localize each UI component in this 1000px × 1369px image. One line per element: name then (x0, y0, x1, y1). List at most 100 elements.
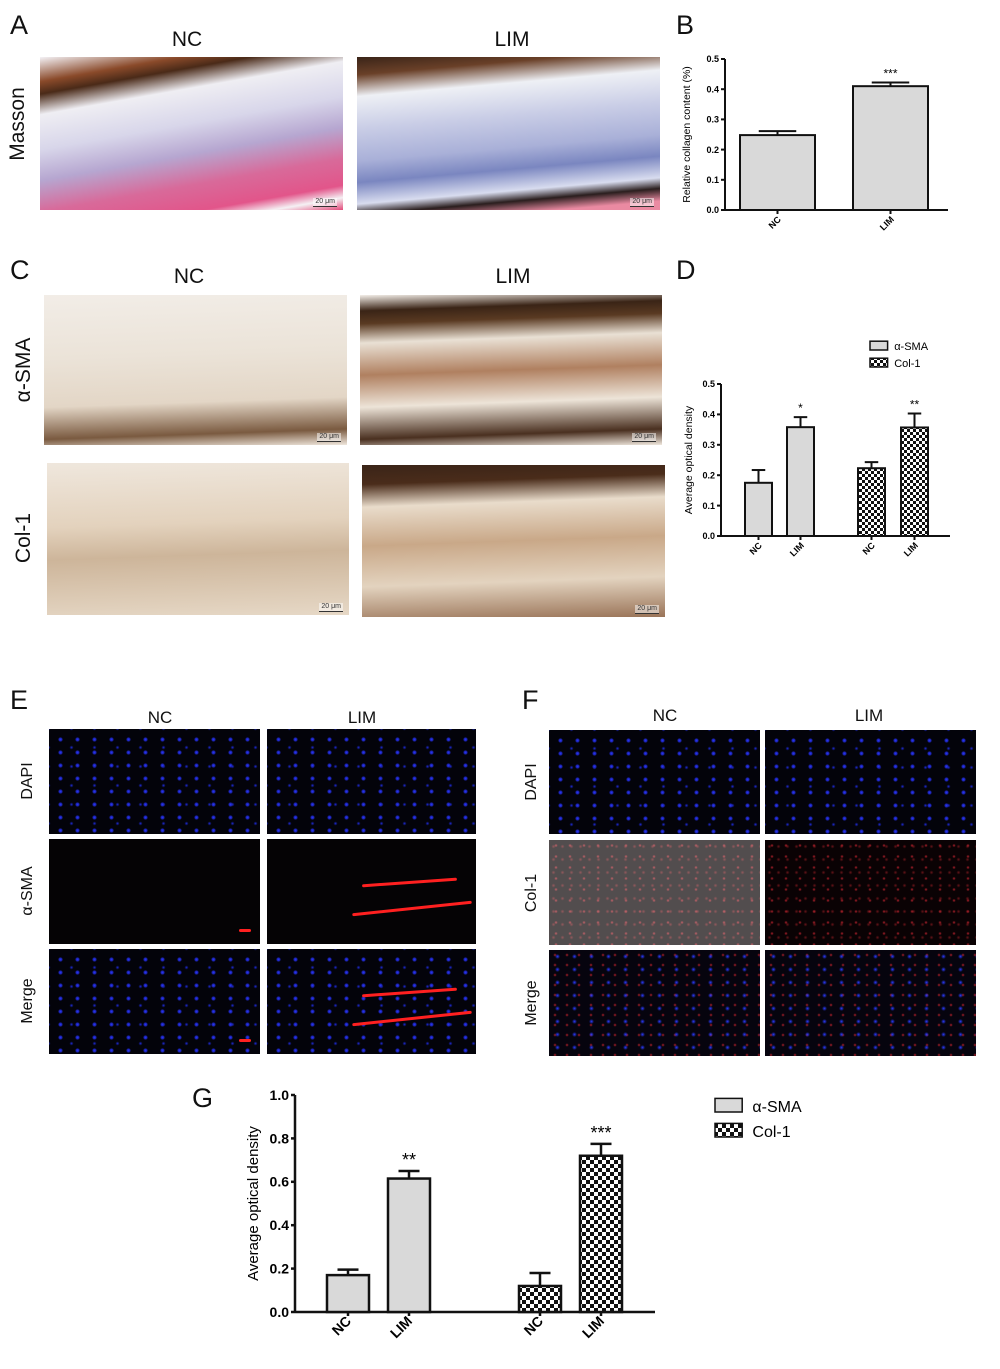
x-tick-label: NC (767, 214, 784, 231)
fluor-dapi-nc (49, 729, 260, 834)
x-tick-label: NC (748, 540, 765, 557)
micrograph-asma-nc: 20 μm (44, 295, 347, 445)
row-label-col1: Col-1 (12, 512, 35, 564)
chart-g: 0.0 0.2 0.4 0.6 0.8 1.0 Average optical densit… (245, 1087, 802, 1341)
fluor-asma-lim (267, 839, 476, 944)
row-label-masson: Masson (6, 87, 29, 161)
bar (900, 426, 929, 537)
y-axis-label: Relative collagen content (%) (681, 66, 693, 203)
fluor-col1-nc (549, 840, 760, 945)
legend-swatch (869, 357, 889, 368)
y-tick-label: 0.0 (702, 531, 715, 541)
y-tick-label: 1.0 (270, 1087, 290, 1103)
row-label-col1: Col-1 (523, 873, 540, 913)
panel-label-a: A (10, 10, 29, 40)
fluor-col1-lim (765, 840, 976, 945)
fluor-dapi-lim (765, 730, 976, 834)
significance-label: ** (402, 1150, 416, 1170)
chart-b: 0.0 0.1 0.2 0.3 0.4 0.5 Relative collagen cont… (681, 54, 948, 232)
fluor-merge-nc (49, 949, 260, 1054)
col-title-nc: NC (171, 28, 203, 51)
y-tick-label: 0.5 (702, 379, 715, 389)
fluor-asma-nc (49, 839, 260, 944)
bar (739, 134, 816, 211)
col-title-lim: LIM (494, 28, 530, 51)
bar (325, 1273, 371, 1314)
bar (857, 467, 886, 537)
y-tick-label: 0.0 (270, 1304, 290, 1320)
row-label-merge: Merge (19, 978, 36, 1024)
row-label-dapi: DAPI (19, 762, 36, 800)
significance-label: *** (590, 1123, 611, 1143)
bar (578, 1154, 624, 1314)
fluor-dapi-lim (267, 729, 476, 834)
significance-label: ** (910, 397, 920, 411)
micrograph-col1-nc: 20 μm (47, 463, 349, 615)
row-label-merge: Merge (523, 980, 540, 1026)
bar (786, 426, 815, 537)
panel-label-f: F (522, 685, 539, 715)
x-tick-label: NC (861, 540, 878, 557)
legend-label: α-SMA (752, 1099, 802, 1116)
x-tick-label: LIM (902, 540, 920, 558)
y-axis-label: Average optical density (683, 405, 695, 514)
micrograph-asma-lim: 20 μm (360, 295, 662, 445)
row-label-dapi: DAPI (523, 763, 540, 801)
scale-bar: 20 μm (319, 603, 343, 612)
col-title-nc: NC (147, 708, 173, 727)
y-tick-label: 0.3 (706, 115, 719, 125)
x-tick-label: LIM (579, 1313, 607, 1341)
y-tick-label: 0.4 (702, 410, 715, 420)
legend-swatch (869, 340, 889, 351)
bar (744, 481, 773, 538)
significance-label: *** (883, 67, 897, 81)
y-tick-label: 0.8 (270, 1130, 290, 1146)
y-tick-label: 0.1 (702, 501, 715, 511)
y-tick-label: 0.2 (706, 145, 719, 155)
x-tick-label: NC (520, 1313, 546, 1339)
legend-swatch (714, 1097, 743, 1113)
legend-label: α-SMA (894, 341, 929, 353)
bar (852, 85, 929, 211)
y-tick-label: 0.3 (702, 440, 715, 450)
col-title-nc: NC (652, 706, 678, 725)
x-tick-label: LIM (878, 214, 896, 232)
panel-label-e: E (10, 685, 29, 715)
panel-label-c: C (10, 255, 30, 285)
y-tick-label: 0.5 (706, 54, 719, 64)
bar (386, 1177, 432, 1314)
scale-bar: 20 μm (317, 433, 341, 442)
y-tick-label: 0.4 (270, 1217, 290, 1233)
legend-swatch (714, 1122, 743, 1138)
col-title-lim: LIM (854, 706, 884, 725)
y-tick-label: 0.2 (270, 1261, 290, 1277)
micrograph-masson-nc: 20 μm (40, 57, 343, 210)
y-axis-label: Average optical density (245, 1126, 262, 1281)
y-tick-label: 0.6 (270, 1174, 290, 1190)
legend-label: Col-1 (894, 358, 920, 370)
fluor-merge-lim (267, 949, 476, 1054)
scale-bar: 20 μm (635, 605, 659, 614)
panel-label-d: D (676, 255, 696, 285)
x-tick-label: LIM (788, 540, 806, 558)
x-tick-label: LIM (387, 1313, 415, 1341)
micrograph-masson-lim: 20 μm (357, 57, 660, 210)
row-label-asma: α-SMA (19, 866, 36, 916)
chart-d: 0.0 0.1 0.2 0.3 0.4 0.5 Average optical densit… (683, 340, 950, 558)
panel-label-b: B (676, 10, 695, 40)
col-title-lim: LIM (347, 708, 377, 727)
y-tick-label: 0.2 (702, 470, 715, 480)
row-label-asma: α-SMA (12, 337, 35, 403)
micrograph-col1-lim: 20 μm (362, 465, 665, 617)
y-tick-label: 0.4 (706, 84, 719, 94)
panel-label-g: G (192, 1083, 214, 1113)
legend-label: Col-1 (752, 1124, 790, 1141)
x-tick-label: NC (328, 1313, 354, 1339)
scale-bar: 20 μm (313, 198, 337, 207)
bar (517, 1284, 563, 1314)
significance-label: * (798, 401, 803, 415)
scale-bar: 20 μm (630, 198, 654, 207)
fluor-dapi-nc (549, 730, 760, 834)
col-title-lim: LIM (495, 265, 531, 288)
y-tick-label: 0.1 (706, 175, 719, 185)
